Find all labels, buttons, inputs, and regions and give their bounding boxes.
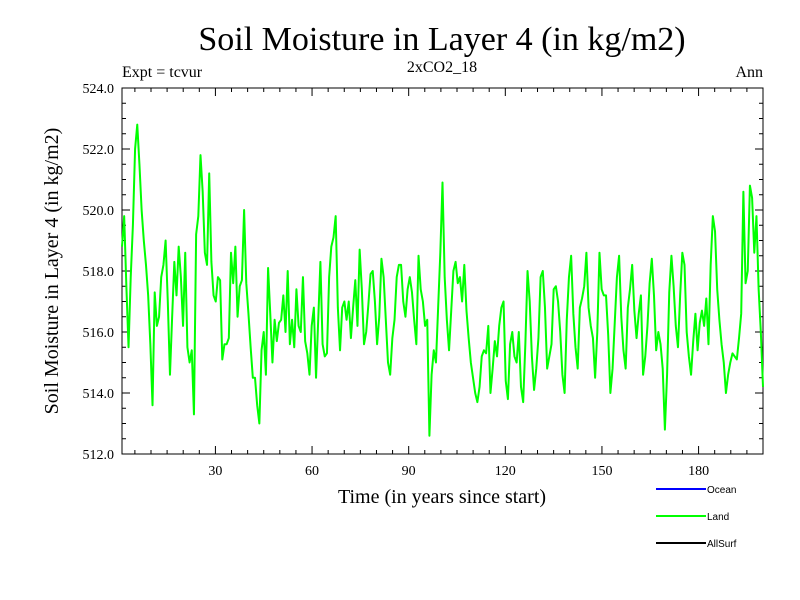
- y-tick-label: 516.0: [83, 326, 115, 341]
- series-lines: [121, 123, 764, 437]
- legend-label-ocean: Ocean: [707, 485, 736, 496]
- expt-label: Expt = tcvur: [122, 64, 203, 81]
- y-axis-label: Soil Moisture in Layer 4 (in kg/m2): [41, 128, 63, 415]
- y-tick-label: 512.0: [83, 448, 115, 463]
- chart-subtitle: 2xCO2_18: [407, 59, 477, 76]
- legend-label-land: Land: [707, 512, 729, 523]
- y-tick-label: 524.0: [83, 82, 115, 97]
- series-line-land: [121, 123, 764, 437]
- y-tick-label: 520.0: [83, 204, 115, 219]
- legend: Ocean Land AllSurf: [656, 485, 737, 550]
- chart-title: Soil Moisture in Layer 4 (in kg/m2): [198, 21, 685, 58]
- y-tick-label: 522.0: [83, 143, 115, 158]
- y-axis: 512.0 514.0 516.0 518.0 520.0 522.0 524.0: [83, 82, 763, 463]
- season-label: Ann: [735, 64, 763, 81]
- x-tick-label: 60: [305, 464, 319, 479]
- x-tick-label: 150: [591, 464, 612, 479]
- x-axis: 30 60 90 120 150 180: [134, 88, 748, 479]
- x-tick-label: 30: [208, 464, 222, 479]
- x-axis-label: Time (in years since start): [338, 486, 546, 508]
- x-tick-label: 90: [402, 464, 416, 479]
- x-tick-label: 180: [688, 464, 709, 479]
- legend-label-allsurf: AllSurf: [707, 539, 737, 550]
- y-tick-label: 514.0: [83, 387, 115, 402]
- y-tick-label: 518.0: [83, 265, 115, 280]
- x-tick-label: 120: [495, 464, 516, 479]
